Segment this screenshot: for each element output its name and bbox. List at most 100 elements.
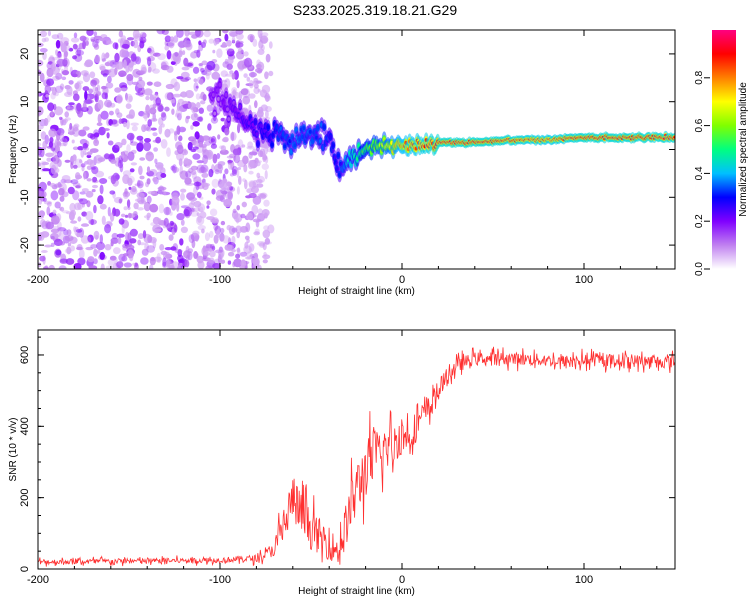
- noise-blob: [231, 235, 236, 245]
- signal-core: [256, 142, 260, 146]
- noise-blob: [150, 118, 158, 122]
- noise-blob: [44, 265, 49, 269]
- noise-blob: [177, 113, 182, 121]
- noise-blob: [85, 211, 94, 221]
- noise-blob: [220, 145, 226, 152]
- noise-blob: [76, 47, 81, 57]
- noise-blob: [68, 47, 74, 52]
- noise-blob: [206, 60, 216, 71]
- signal-core: [270, 142, 274, 147]
- noise-blob: [113, 247, 121, 255]
- noise-blob: [178, 135, 183, 142]
- noise-blob: [104, 62, 111, 67]
- noise-blob: [103, 40, 107, 45]
- noise-blob: [90, 218, 94, 226]
- noise-blob: [187, 102, 197, 110]
- noise-blob: [146, 245, 156, 253]
- noise-blob: [251, 204, 259, 215]
- noise-blob: [192, 121, 200, 127]
- noise-blob: [76, 244, 83, 250]
- noise-blob: [155, 97, 161, 106]
- noise-blob: [99, 65, 106, 71]
- y-tick-label: 0: [19, 566, 31, 572]
- noise-blob: [209, 230, 214, 239]
- noise-blob: [92, 39, 99, 48]
- noise-blob: [183, 157, 189, 164]
- noise-blob: [202, 154, 209, 165]
- noise-blob: [55, 39, 61, 49]
- colorbar-tick-label: 0.2: [694, 214, 705, 228]
- noise-blob: [200, 164, 209, 174]
- noise-blob: [61, 76, 67, 81]
- noise-blob: [93, 31, 98, 37]
- noise-blob: [51, 215, 60, 225]
- noise-blob: [182, 50, 186, 55]
- noise-blob: [133, 202, 139, 210]
- noise-blob: [79, 191, 86, 195]
- noise-blob: [82, 40, 86, 50]
- noise-blob: [144, 88, 153, 96]
- noise-blob: [243, 73, 248, 78]
- signal-core: [254, 119, 257, 124]
- noise-blob: [48, 141, 54, 148]
- noise-blob: [38, 262, 42, 268]
- noise-blob: [58, 231, 65, 240]
- noise-blob: [92, 176, 98, 183]
- noise-blob: [88, 219, 97, 225]
- noise-blob: [72, 182, 81, 187]
- noise-blob: [226, 181, 233, 187]
- noise-blob: [156, 252, 161, 261]
- noise-blob: [214, 169, 220, 175]
- noise-blob: [91, 166, 99, 175]
- noise-blob: [139, 175, 145, 180]
- noise-blob: [103, 53, 109, 59]
- noise-blob: [46, 78, 55, 86]
- noise-blob: [108, 110, 114, 116]
- noise-blob: [136, 79, 146, 89]
- noise-blob: [93, 230, 100, 240]
- noise-blob: [148, 169, 158, 177]
- noise-blob: [193, 200, 202, 208]
- noise-blob: [163, 206, 172, 216]
- noise-blob: [41, 250, 48, 253]
- noise-blob: [165, 83, 175, 90]
- noise-blob: [173, 35, 179, 43]
- noise-blob: [99, 251, 105, 260]
- noise-blob: [144, 138, 151, 143]
- noise-blob: [63, 118, 69, 123]
- noise-blob: [180, 226, 188, 233]
- noise-blob: [100, 34, 108, 39]
- noise-blob: [42, 140, 48, 149]
- noise-blob: [158, 105, 164, 112]
- noise-blob: [127, 37, 134, 41]
- signal-core: [213, 111, 217, 116]
- noise-blob: [121, 151, 125, 159]
- noise-blob: [245, 222, 251, 233]
- noise-blob: [197, 215, 202, 223]
- noise-blob: [215, 189, 225, 199]
- noise-blob: [236, 247, 241, 253]
- noise-blob: [86, 154, 92, 159]
- noise-blob: [69, 202, 76, 212]
- noise-blob: [180, 71, 190, 79]
- noise-blob: [261, 84, 271, 94]
- noise-blob: [39, 72, 45, 83]
- noise-blob: [200, 68, 205, 73]
- noise-blob: [47, 201, 52, 207]
- noise-blob: [170, 246, 177, 251]
- noise-blob: [157, 186, 167, 191]
- noise-blob: [67, 242, 72, 247]
- noise-blob: [180, 219, 185, 226]
- noise-blob: [197, 203, 206, 213]
- noise-blob: [143, 111, 149, 115]
- noise-blob: [47, 30, 52, 37]
- noise-blob: [56, 58, 66, 67]
- noise-blob: [43, 266, 49, 269]
- noise-blob: [101, 92, 108, 100]
- noise-blob: [94, 54, 101, 64]
- noise-blob: [114, 52, 120, 63]
- signal-core: [293, 143, 297, 148]
- noise-blob: [163, 190, 167, 196]
- noise-blob: [106, 40, 113, 45]
- chart-title: S233.2025.319.18.21.G29: [292, 2, 458, 18]
